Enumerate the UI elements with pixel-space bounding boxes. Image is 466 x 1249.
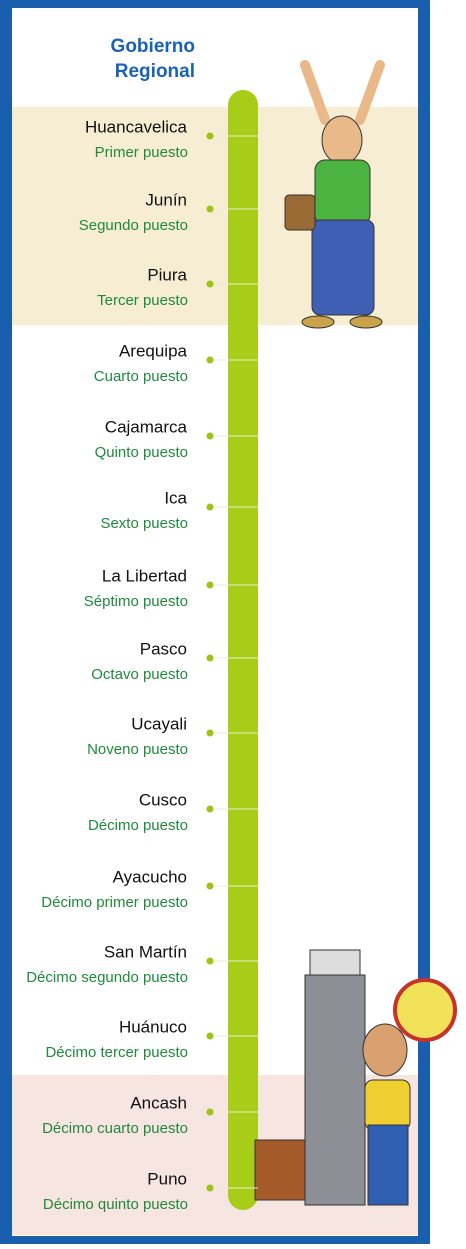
region-name: San Martín [104,942,187,961]
dot [207,958,214,965]
right-border [418,0,430,1244]
dot [207,883,214,890]
dot [207,504,214,511]
region-name: Puno [147,1169,187,1188]
rank-label: Décimo primer puesto [41,894,188,911]
rank-label: Décimo puesto [88,817,188,834]
region-name: Pasco [140,639,187,658]
dot [207,281,214,288]
rank-label: Quinto puesto [95,444,188,461]
region-name: Ica [164,488,187,507]
region-name: Huancavelica [85,117,188,136]
title: Regional [115,61,195,82]
dot [207,1185,214,1192]
region-name: La Libertad [102,566,187,585]
rank-label: Séptimo puesto [84,593,188,610]
title: Gobierno [111,36,195,57]
region-name: Huánuco [119,1017,187,1036]
region-name: Ancash [130,1093,187,1112]
dot [207,582,214,589]
dot [207,806,214,813]
rank-label: Décimo quinto puesto [43,1196,188,1213]
ranking-bar [228,90,258,1210]
rank-label: Décimo segundo puesto [26,969,188,986]
rank-label: Sexto puesto [100,515,188,532]
bottom-border [0,1236,430,1244]
region-name: Piura [147,265,187,284]
dot [207,1109,214,1116]
dot [207,1033,214,1040]
page: {"title": ["Gobierno", "Regional"], "ent… [0,0,466,1244]
top-border [0,0,430,8]
rank-label: Décimo cuarto puesto [42,1120,188,1137]
rank-label: Octavo puesto [91,666,188,683]
rank-label: Tercer puesto [97,292,188,309]
region-name: Ayacucho [113,867,187,886]
dot [207,206,214,213]
dot [207,357,214,364]
rank-label: Segundo puesto [79,217,188,234]
dot [207,133,214,140]
region-name: Ucayali [131,714,187,733]
dot [207,730,214,737]
region-name: Cajamarca [105,417,188,436]
rank-label: Noveno puesto [87,741,188,758]
dot [207,433,214,440]
infographic: Gobierno Regional Huancavelica Primer puest… [0,0,466,1244]
rank-label: Décimo tercer puesto [45,1044,188,1061]
region-name: Arequipa [119,341,188,360]
region-name: Cusco [139,790,187,809]
rank-label: Primer puesto [95,144,188,161]
rank-label: Cuarto puesto [94,368,188,385]
dot [207,655,214,662]
region-name: Junín [145,190,187,209]
left-border [0,0,12,1244]
